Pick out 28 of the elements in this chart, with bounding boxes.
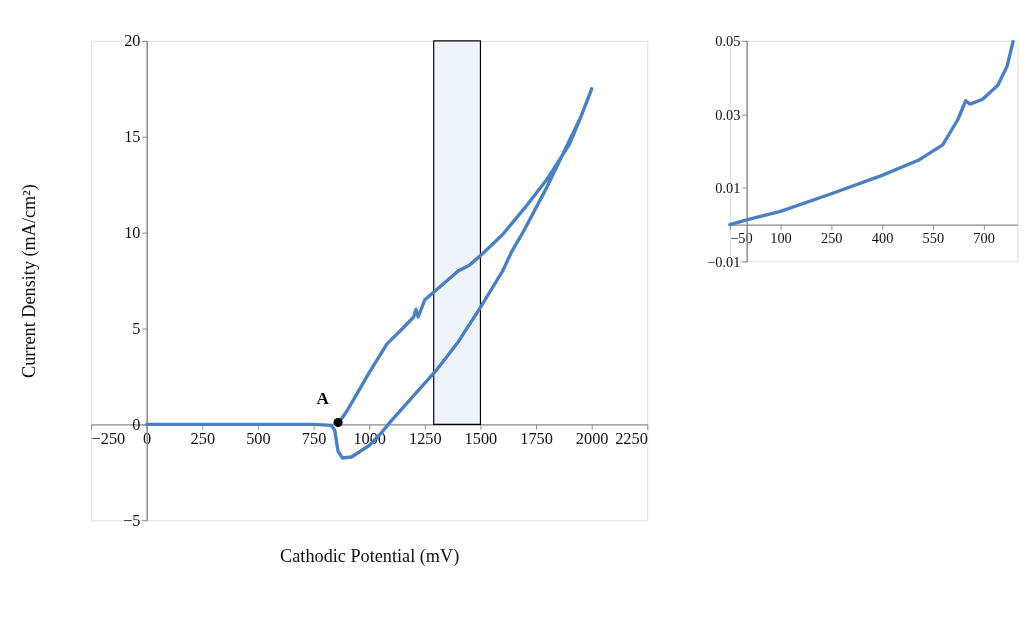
x-tick-label: 100	[770, 230, 792, 247]
x-tick-label: 1500	[464, 429, 498, 449]
annotation: A	[316, 389, 330, 409]
y-tick-label: 20	[124, 31, 141, 51]
x-axis-title: Cathodic Potential (mV)	[280, 546, 460, 568]
y-tick-label: −5	[123, 510, 141, 530]
y-axis-title: Current Density (mA/cm²)	[19, 184, 40, 378]
y-tick-label: 15	[124, 127, 141, 147]
y-tick-label: −0.01	[707, 253, 741, 270]
x-tick-label: 1250	[409, 429, 442, 449]
x-tick-label: 2000	[575, 429, 609, 449]
x-tick-label: 400	[871, 230, 894, 247]
x-tick-label: 2250	[615, 429, 648, 449]
y-tick-label: 0	[132, 414, 141, 434]
x-tick-label: 550	[922, 230, 945, 247]
x-tick-label: 250	[821, 230, 843, 247]
y-tick-label: 0.01	[715, 180, 741, 197]
x-tick-label: −50	[730, 230, 753, 247]
x-tick-label: 250	[190, 429, 216, 449]
y-tick-label: 0.05	[715, 33, 741, 50]
x-tick-label: 700	[973, 230, 995, 247]
y-tick-label: 0.03	[715, 106, 741, 123]
x-tick-label: 500	[246, 429, 271, 449]
y-tick-label: 5	[132, 318, 141, 338]
x-tick-label: −250	[91, 429, 126, 449]
x-tick-label: 1750	[520, 429, 553, 449]
y-tick-label: 10	[124, 222, 141, 242]
x-tick-label: 750	[301, 429, 327, 449]
